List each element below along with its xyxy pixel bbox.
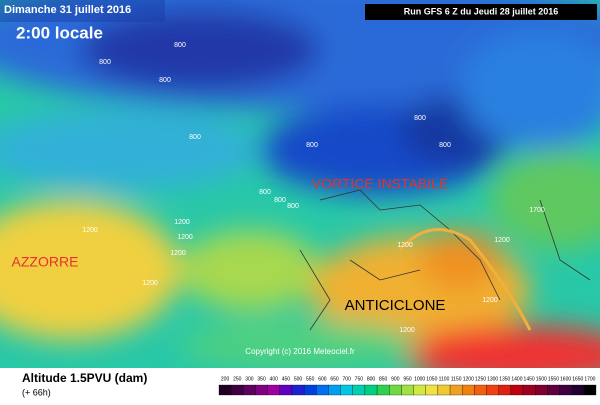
run-bg xyxy=(365,4,597,20)
contour-label: 800 xyxy=(287,203,299,210)
colorbar-label: 1150 xyxy=(451,376,462,382)
colorbar-swatch xyxy=(328,384,341,396)
colorbar-label: 900 xyxy=(391,376,400,382)
contour-label: 800 xyxy=(189,134,201,141)
annotation: VORTICE INSTABILE xyxy=(312,176,448,192)
colorbar-swatch xyxy=(437,384,451,396)
colorbar-swatch xyxy=(389,384,402,396)
annotation: AZZORRE xyxy=(12,254,79,270)
colorbar-label: 1250 xyxy=(475,376,486,382)
contour-label: 800 xyxy=(259,189,271,196)
colorbar-label: 1100 xyxy=(439,376,450,382)
contour-label: 1700 xyxy=(529,207,545,214)
annotation: ANTICICLONE xyxy=(345,297,446,314)
contour-label: 1200 xyxy=(399,327,415,334)
colorbar-label: 250 xyxy=(233,376,242,382)
colorbar-swatch xyxy=(364,384,378,396)
contour-label: 1200 xyxy=(174,219,190,226)
colorbar-label: 550 xyxy=(306,376,315,382)
time: 2:00 locale xyxy=(16,23,103,42)
colorbar-label: 700 xyxy=(343,376,352,382)
copyright: Copyright (c) 2016 Meteociel.fr xyxy=(245,347,355,356)
colorbar-label: 950 xyxy=(403,376,412,382)
footer-title: Altitude 1.5PVU (dam) xyxy=(22,371,147,385)
colorbar-label: 1400 xyxy=(511,376,522,382)
contour-label: 800 xyxy=(274,197,286,204)
run: Run GFS 6 Z du Jeudi 28 juillet 2016 xyxy=(404,6,559,16)
contour-label: 800 xyxy=(174,42,186,49)
colorbar-swatch xyxy=(255,384,268,396)
contour-label: 1200 xyxy=(494,237,510,244)
colorbar-swatch xyxy=(474,384,487,396)
colorbar: 200 250 300 350 400 450 500 550 600 650 700 750 800 8… xyxy=(218,376,597,396)
contour-label: 1200 xyxy=(82,227,98,234)
colorbar-label: 300 xyxy=(245,376,254,382)
colorbar-label: 1500 xyxy=(536,376,547,382)
colorbar-swatch xyxy=(340,384,353,396)
contour-label: 800 xyxy=(414,115,426,122)
colorbar-label: 400 xyxy=(270,376,279,382)
colorbar-label: 1000 xyxy=(414,376,425,382)
contour-label: 1200 xyxy=(482,297,498,304)
colorbar-label: 600 xyxy=(318,376,327,382)
colorbar-label: 500 xyxy=(294,376,303,382)
contour-label: 1200 xyxy=(142,280,158,287)
colorbar-swatch xyxy=(218,384,232,396)
colorbar-swatch xyxy=(352,384,366,396)
contour-label: 1200 xyxy=(177,234,193,241)
header-bg xyxy=(0,0,165,22)
colorbar-swatch xyxy=(571,384,584,396)
colorbar-label: 1450 xyxy=(524,376,535,382)
colorbar-swatch xyxy=(303,384,317,396)
ridge-arrow xyxy=(398,228,532,331)
colorbar-swatch xyxy=(243,384,256,396)
colorbar-label: 1050 xyxy=(426,376,437,382)
colorbar-swatch xyxy=(522,384,536,396)
contour-label: 800 xyxy=(306,142,318,149)
colorbar-swatch xyxy=(316,384,329,396)
colorbar-swatch xyxy=(535,384,548,396)
colorbar-label: 1350 xyxy=(499,376,510,382)
colorbar-label: 1600 xyxy=(560,376,571,382)
colorbar-swatch xyxy=(486,384,499,396)
colorbar-label: 1550 xyxy=(548,376,559,382)
date: Dimanche 31 juillet 2016 xyxy=(4,4,131,16)
colorbar-swatch xyxy=(376,384,390,396)
colorbar-swatch xyxy=(231,384,244,396)
contour-label: 1200 xyxy=(397,242,413,249)
colorbar-label: 850 xyxy=(379,376,388,382)
colorbar-label: 1700 xyxy=(584,376,595,382)
colorbar-label: 1200 xyxy=(463,376,474,382)
contour-label: 800 xyxy=(439,142,451,149)
footer-lead: (+ 66h) xyxy=(22,387,51,397)
colorbar-swatch xyxy=(425,384,439,396)
colorbar-swatch xyxy=(583,384,597,396)
colorbar-swatch xyxy=(559,384,572,396)
colorbar-swatch xyxy=(267,384,280,396)
colorbar-swatch xyxy=(291,384,305,396)
colorbar-swatch xyxy=(401,384,414,396)
colorbar-swatch xyxy=(279,384,293,396)
contour-label: 800 xyxy=(159,77,171,84)
contour-label: 1200 xyxy=(170,250,186,257)
colorbar-swatch xyxy=(462,384,475,396)
colorbar-label: 200 xyxy=(221,376,230,382)
colorbar-label: 1300 xyxy=(487,376,498,382)
colorbar-label: 1650 xyxy=(572,376,583,382)
colorbar-label: 750 xyxy=(355,376,364,382)
colorbar-label: 650 xyxy=(330,376,339,382)
colorbar-swatch xyxy=(449,384,463,396)
colorbar-swatch xyxy=(547,384,560,396)
colorbar-label: 450 xyxy=(282,376,291,382)
colorbar-swatch xyxy=(498,384,512,396)
contour-label: 800 xyxy=(99,59,111,66)
colorbar-label: 350 xyxy=(257,376,266,382)
colorbar-label: 800 xyxy=(367,376,376,382)
colorbar-swatch xyxy=(413,384,426,396)
borders xyxy=(299,189,591,331)
colorbar-swatch xyxy=(510,384,524,396)
